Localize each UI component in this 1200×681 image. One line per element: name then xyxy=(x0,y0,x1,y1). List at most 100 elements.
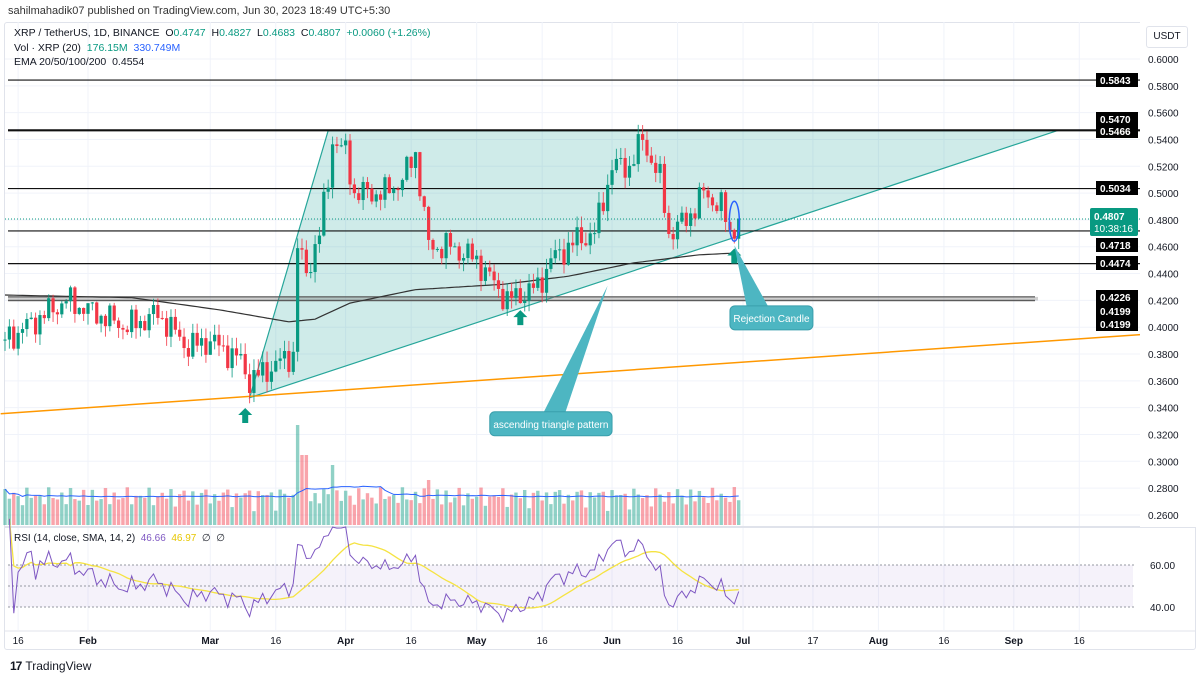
volume-bar xyxy=(3,489,7,525)
candle-body xyxy=(20,329,25,333)
callout-text: ascending triangle pattern xyxy=(493,420,608,431)
symbol-legend: XRP / TetherUS, 1D, BINANCE O0.4747 H0.4… xyxy=(14,27,430,39)
candle-body xyxy=(169,316,173,337)
volume-bar xyxy=(623,493,627,525)
volume-bar xyxy=(505,506,509,525)
level-tag xyxy=(1096,112,1138,126)
candle-body xyxy=(710,197,715,206)
rsi-extra-1: ∅ xyxy=(201,533,211,544)
volume-bar xyxy=(619,495,623,525)
rsi-label: RSI (14, close, SMA, 14, 2) xyxy=(14,533,136,544)
candle-body xyxy=(38,315,42,335)
price-axis-label: 0.4200 xyxy=(1148,296,1179,307)
time-axis-label: 16 xyxy=(13,636,25,647)
rsi-line xyxy=(8,518,740,624)
price-axis xyxy=(1140,22,1196,527)
volume-bar xyxy=(16,496,20,525)
volume-bar xyxy=(549,504,553,525)
candle-body xyxy=(427,206,431,240)
level-tag-label: 0.4718 xyxy=(1100,241,1131,252)
volume-bar xyxy=(274,510,278,525)
volume-bar xyxy=(435,489,440,525)
candle-body xyxy=(610,170,614,185)
volume-bar xyxy=(684,504,688,525)
volume-bar xyxy=(640,498,645,525)
volume-bar xyxy=(667,492,671,525)
candle-body xyxy=(130,309,134,333)
volume-bar xyxy=(605,510,610,525)
volume-bar xyxy=(405,499,409,525)
volume-bar xyxy=(68,488,73,525)
volume-bar xyxy=(125,487,130,525)
volume-bar xyxy=(562,503,566,525)
price-axis-label: 0.3400 xyxy=(1148,404,1179,415)
volume-bar xyxy=(129,504,134,525)
volume-bar xyxy=(291,494,295,525)
volume-bar xyxy=(352,504,357,525)
volume-bar xyxy=(671,503,675,525)
volume-group xyxy=(3,425,741,525)
candle-body xyxy=(658,163,662,173)
tradingview-logo-icon: 17 xyxy=(10,659,22,673)
level-tag xyxy=(1096,73,1138,87)
volume-bar xyxy=(544,492,549,525)
level-tag-label: 0.5843 xyxy=(1100,76,1131,87)
volume-bar xyxy=(658,494,662,525)
candles-group xyxy=(3,124,741,404)
volume-bar xyxy=(370,497,374,525)
volume-bar xyxy=(317,503,322,525)
candle-body xyxy=(689,213,693,226)
volume-bar xyxy=(719,493,723,525)
candle-body xyxy=(361,182,365,201)
candle-body xyxy=(627,165,632,178)
candle-body xyxy=(579,227,584,244)
currency-button[interactable]: USDT xyxy=(1146,26,1188,48)
volume-bar xyxy=(300,455,304,525)
callout-pointer xyxy=(734,245,769,308)
volume-bar xyxy=(693,501,697,525)
volume-bar xyxy=(151,505,156,525)
rsi-legend[interactable]: RSI (14, close, SMA, 14, 2) 46.66 46.97 … xyxy=(14,533,225,544)
volume-bar xyxy=(239,497,243,525)
volume-bar xyxy=(99,499,103,525)
volume-bar xyxy=(444,490,448,525)
candle-body xyxy=(269,371,274,382)
volume-bar xyxy=(278,489,282,525)
price-axis-label: 0.5200 xyxy=(1148,162,1179,173)
price-axis-label: 0.2600 xyxy=(1148,511,1179,522)
symbol-name[interactable]: XRP / TetherUS, 1D, BINANCE xyxy=(14,27,160,39)
candle-body xyxy=(151,304,156,315)
candle-body xyxy=(675,221,680,240)
candle-body xyxy=(274,360,278,372)
rsi-sma-value: 46.97 xyxy=(171,533,197,544)
candle-body xyxy=(221,345,225,347)
volume-bar xyxy=(95,500,99,525)
candle-body xyxy=(667,212,671,234)
candle-body xyxy=(357,193,361,201)
volume-bar xyxy=(90,489,95,525)
volume-bar xyxy=(387,496,392,525)
volume-legend[interactable]: Vol · XRP (20) 176.15M 330.749M xyxy=(14,42,180,54)
volume-label: Vol · XRP (20) xyxy=(14,42,81,54)
volume-bar xyxy=(662,501,667,525)
candle-body xyxy=(409,156,413,168)
candle-body xyxy=(16,332,20,349)
ema-legend[interactable]: EMA 20/50/100/200 0.4554 xyxy=(14,56,144,68)
high-label: H xyxy=(211,27,220,39)
volume-bar xyxy=(597,492,601,525)
low-label: L xyxy=(257,27,263,39)
candle-body xyxy=(505,291,509,310)
candle-body xyxy=(68,287,73,302)
candle-body xyxy=(453,246,457,248)
candle-body xyxy=(374,194,378,202)
volume-bar xyxy=(728,501,732,525)
candle-body xyxy=(291,351,295,372)
tradingview-footer[interactable]: 17 TradingView xyxy=(10,659,91,673)
volume-bar xyxy=(479,487,483,525)
candle-body xyxy=(160,317,164,319)
level-tag-label: 0.5470 xyxy=(1100,115,1131,126)
candle-body xyxy=(330,144,335,188)
candle-body xyxy=(296,248,300,352)
candle-body xyxy=(723,192,728,222)
